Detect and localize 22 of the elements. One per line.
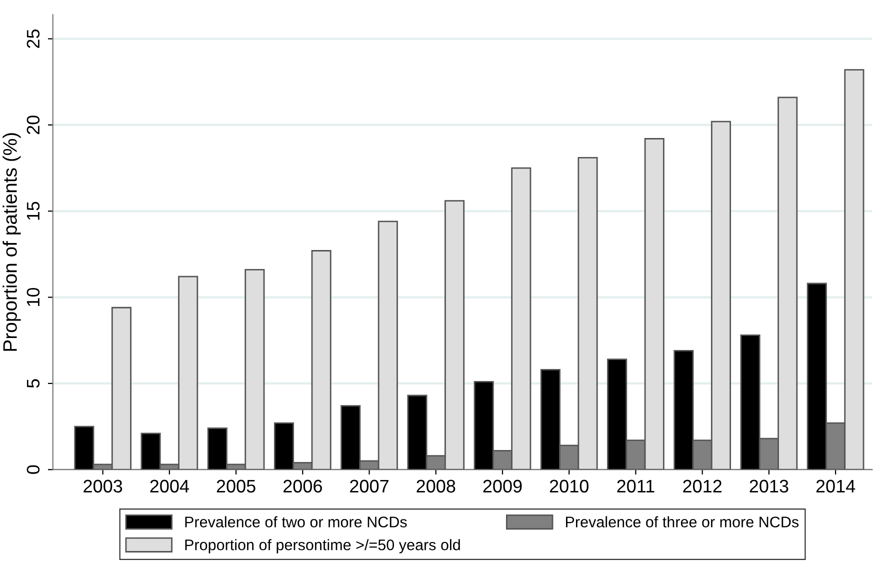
x-tick-label: 2010	[550, 480, 588, 493]
x-tick-label: 2005	[216, 480, 256, 493]
y-tick-label: 25	[26, 30, 40, 48]
legend-label: Prevalence of two or more NCDs	[185, 516, 407, 528]
x-tick-label: 2011	[617, 480, 654, 493]
x-tick-label: 2009	[483, 480, 522, 493]
x-tick-label: 2006	[283, 480, 322, 493]
y-tick-label: 15	[26, 202, 40, 220]
x-tick-label: 2007	[350, 480, 388, 493]
y-tick-label: 5	[26, 379, 40, 388]
x-tick-label: 2004	[150, 480, 189, 493]
legend-label: Prevalence of three or more NCDs	[566, 516, 799, 528]
legend-label: Proportion of persontime >/=50 years old	[185, 539, 460, 554]
y-tick-label: 20	[26, 116, 40, 134]
y-axis-title: Proportion of patients (%)	[2, 133, 21, 351]
x-tick-label: 2013	[750, 480, 788, 493]
x-tick-label: 2008	[416, 480, 456, 493]
x-tick-label: 2014	[816, 480, 856, 493]
y-tick-label: 0	[26, 465, 40, 474]
y-tick-label: 10	[26, 288, 40, 306]
x-tick-label: 2003	[84, 480, 122, 493]
x-tick-label: 2012	[683, 480, 722, 493]
